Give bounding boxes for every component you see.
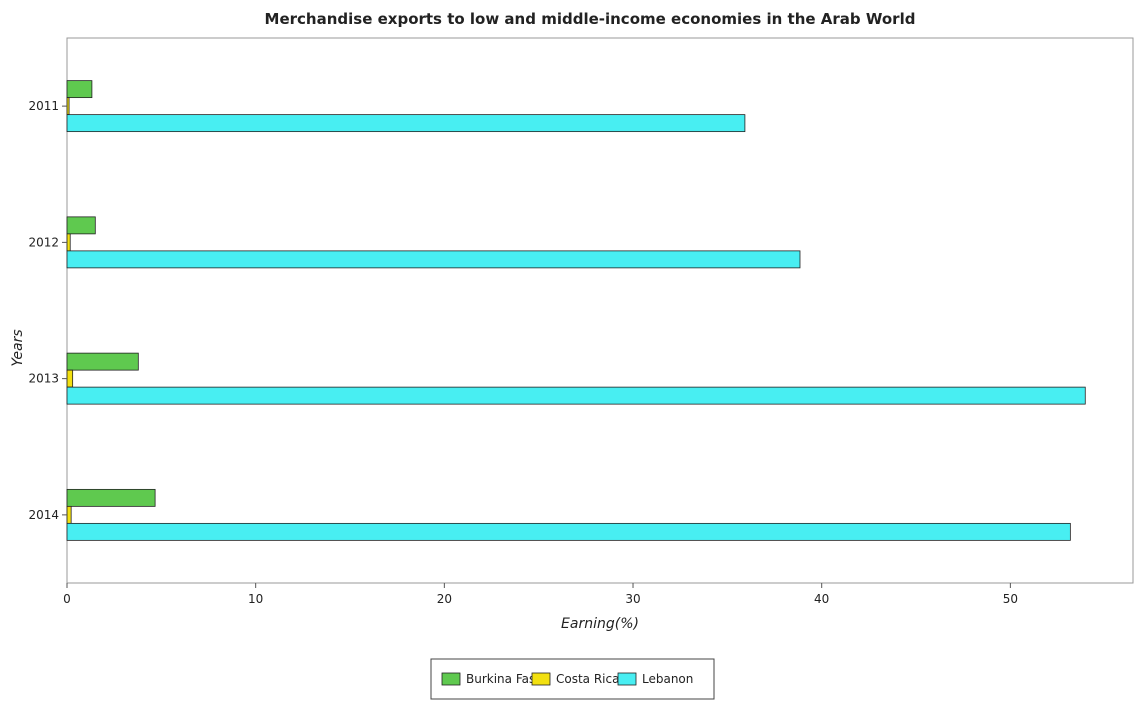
x-axis: 0 10 20 30 40 50	[63, 583, 1018, 606]
x-tick-label-10: 10	[248, 592, 263, 606]
chart-title: Merchandise exports to low and middle-in…	[265, 10, 916, 28]
y-axis-title: Years	[10, 329, 26, 366]
bar-costa-rica-2014	[66, 505, 72, 524]
y-tick-label-2011: 2011	[28, 99, 59, 113]
x-tick-label-20: 20	[437, 592, 452, 606]
bar-lebanon-2014	[66, 522, 1071, 541]
legend-label-costa-rica: Costa Rica	[556, 672, 619, 686]
legend-swatch-costa-rica	[531, 672, 551, 686]
legend-label-lebanon: Lebanon	[642, 672, 693, 686]
y-tick-label-2012: 2012	[28, 235, 59, 249]
bar-burkina-faso-2013	[66, 352, 139, 371]
bar-costa-rica-2011	[66, 97, 70, 116]
y-tick-label-2014: 2014	[28, 508, 59, 522]
y-axis: 2011 2012 2013 2014	[28, 99, 67, 522]
bar-lebanon-2012	[66, 250, 801, 269]
y-tick-label-2013: 2013	[28, 372, 59, 386]
legend-swatch-lebanon	[617, 672, 637, 686]
bar-burkina-faso-2014	[66, 488, 156, 507]
bar-costa-rica-2012	[66, 233, 71, 252]
plot-area	[66, 37, 1134, 584]
bar-costa-rica-2013	[66, 369, 74, 388]
x-axis-title: Earning(%)	[561, 616, 639, 632]
bar-burkina-faso-2012	[66, 216, 96, 235]
x-tick-label-0: 0	[63, 592, 71, 606]
bar-lebanon-2011	[66, 114, 746, 133]
legend-box	[430, 658, 715, 700]
x-tick-label-50: 50	[1003, 592, 1018, 606]
plot-frame	[66, 37, 1134, 584]
x-tick-label-30: 30	[625, 592, 640, 606]
legend-swatch-burkina-faso	[441, 672, 461, 686]
bar-lebanon-2013	[66, 386, 1086, 405]
legend: Burkina Faso Costa Rica Lebanon	[430, 658, 715, 700]
x-tick-label-40: 40	[814, 592, 829, 606]
legend-label-burkina-faso: Burkina Faso	[466, 672, 543, 686]
bar-burkina-faso-2011	[66, 80, 93, 99]
